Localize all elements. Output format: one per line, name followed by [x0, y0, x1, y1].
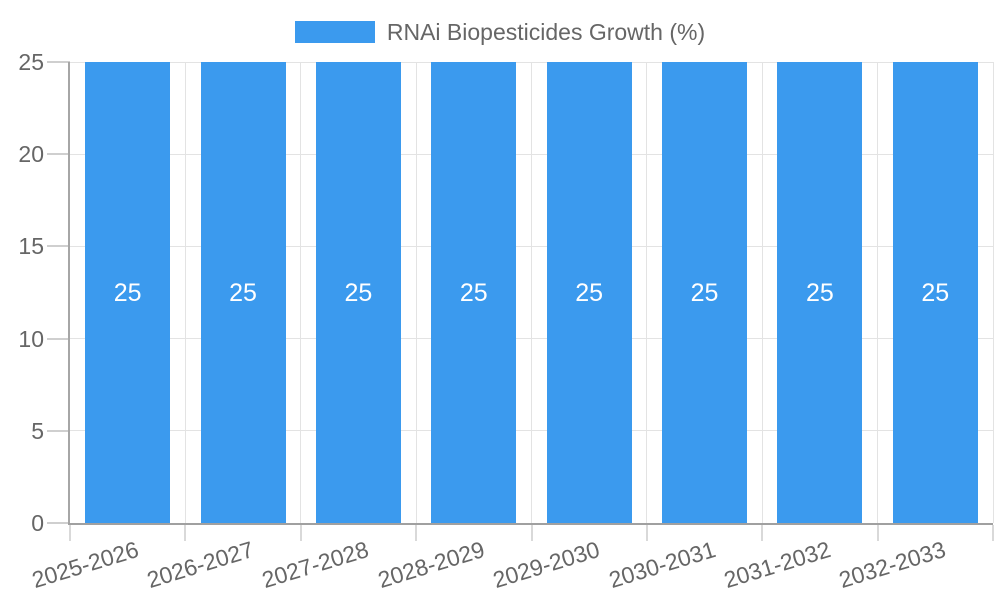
bar[interactable] [431, 62, 517, 523]
chart-legend: RNAi Biopesticides Growth (%) [0, 19, 1000, 45]
x-tick-mark [876, 525, 879, 541]
x-gridline [877, 62, 879, 523]
x-tick-mark [415, 525, 418, 541]
y-tick-mark [47, 245, 70, 248]
bar-value-label: 25 [113, 278, 142, 307]
y-tick-mark [47, 337, 70, 340]
y-tick-mark [47, 429, 70, 432]
x-tick-label: 2029-2030 [489, 536, 603, 594]
x-gridline [415, 62, 417, 523]
x-tick-label: 2031-2032 [720, 536, 834, 594]
bar[interactable] [892, 62, 978, 523]
bar-value-label: 25 [344, 278, 373, 307]
x-axis-line [68, 523, 993, 525]
x-tick-label: 2030-2031 [605, 536, 719, 594]
bar-value-label: 25 [575, 278, 604, 307]
legend-label[interactable]: RNAi Biopesticides Growth (%) [386, 19, 706, 45]
y-tick-label: 15 [18, 233, 44, 260]
y-axis-line [68, 62, 70, 525]
x-tick-mark [761, 525, 764, 541]
bar[interactable] [546, 62, 632, 523]
x-gridline [992, 62, 994, 523]
x-tick-mark [184, 525, 187, 541]
x-tick-mark [69, 525, 71, 541]
bar[interactable] [777, 62, 863, 523]
x-tick-mark [992, 525, 994, 541]
bar[interactable] [85, 62, 171, 523]
x-tick-mark [645, 525, 648, 541]
x-tick-label: 2028-2029 [374, 536, 488, 594]
y-tick-label: 25 [18, 49, 44, 75]
x-tick-mark [299, 525, 302, 541]
x-gridline [646, 62, 648, 523]
x-gridline [531, 62, 532, 523]
bar-value-label: 25 [459, 278, 488, 307]
y-tick-label: 0 [31, 510, 44, 536]
y-tick-label: 5 [31, 417, 44, 444]
bar-value-label: 25 [229, 278, 257, 307]
bar-value-label: 25 [806, 278, 834, 307]
legend-swatch[interactable] [294, 21, 375, 43]
bar[interactable] [662, 62, 748, 523]
x-tick-label: 2025-2026 [28, 536, 142, 594]
bar[interactable] [200, 62, 286, 523]
y-tick-mark [47, 61, 70, 63]
x-gridline [761, 62, 763, 523]
x-tick-mark [530, 525, 533, 541]
x-tick-label: 2026-2027 [143, 536, 257, 594]
y-tick-mark [47, 522, 70, 524]
bar-value-label: 25 [690, 278, 719, 307]
y-tick-mark [47, 153, 70, 156]
x-tick-label: 2032-2033 [836, 536, 949, 594]
y-tick-label: 10 [18, 325, 44, 352]
bar[interactable] [315, 62, 401, 523]
x-gridline [184, 62, 186, 523]
y-tick-label: 20 [18, 141, 44, 168]
bar-value-label: 25 [921, 278, 950, 307]
x-gridline [300, 62, 302, 523]
x-tick-label: 2027-2028 [259, 536, 373, 594]
